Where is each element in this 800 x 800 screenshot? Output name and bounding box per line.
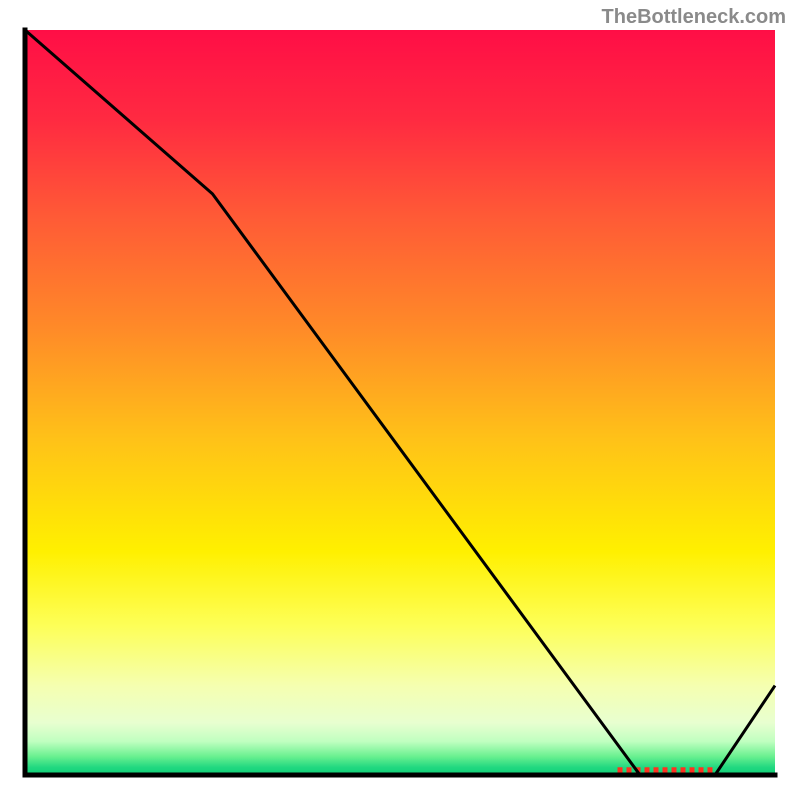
plot-background <box>25 30 775 775</box>
bottleneck-chart <box>0 0 800 800</box>
